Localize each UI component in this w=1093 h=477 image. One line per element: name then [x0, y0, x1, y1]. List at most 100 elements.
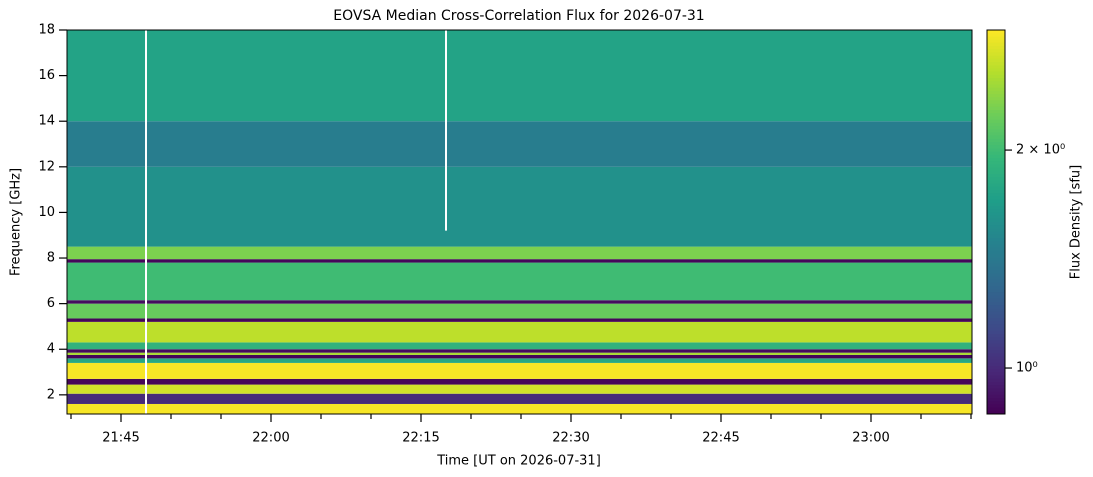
colorbar-swatch [987, 36, 1005, 41]
colorbar-swatch [987, 314, 1005, 319]
colorbar-swatch [987, 46, 1005, 50]
colorbar-swatch [987, 78, 1005, 82]
colorbar-swatch [987, 343, 1005, 348]
spectrum-band [67, 262, 972, 301]
colorbar-swatch [987, 289, 1005, 293]
spectrum-band [67, 303, 972, 319]
spectrum-band [67, 352, 972, 355]
spectrum-band [67, 166, 972, 247]
colorbar-swatch [987, 350, 1005, 354]
colorbar-swatch [987, 180, 1005, 185]
colorbar-swatch [987, 199, 1005, 204]
colorbar-swatch [987, 356, 1005, 361]
y-tick-label: 4 [47, 342, 55, 357]
colorbar-swatch [987, 90, 1005, 95]
colorbar-swatch [987, 119, 1005, 124]
colorbar-swatch [987, 266, 1005, 271]
colorbar-swatch [987, 394, 1005, 399]
colorbar-swatch [987, 174, 1005, 178]
x-tick-label: 21:45 [102, 431, 139, 446]
colorbar-swatch [987, 327, 1005, 332]
colorbar-swatch [987, 55, 1005, 60]
colorbar-swatch [987, 190, 1005, 194]
colorbar-swatch [987, 132, 1005, 137]
colorbar-swatch [987, 186, 1005, 191]
y-tick-label: 6 [47, 296, 55, 311]
spectrum-band [67, 362, 972, 379]
x-tick-label: 22:15 [402, 431, 439, 446]
y-tick-label: 8 [47, 251, 55, 266]
colorbar-swatch [987, 247, 1005, 252]
colorbar-swatch [987, 103, 1005, 108]
colorbar-tick-label: 10⁰ [1016, 361, 1038, 376]
spectrum-band [67, 354, 972, 359]
colorbar-swatch [987, 148, 1005, 153]
spectrum-band [67, 300, 972, 304]
colorbar-swatch [987, 52, 1005, 57]
colorbar-swatch [987, 398, 1005, 402]
colorbar-swatch [987, 382, 1005, 386]
colorbar-swatch [987, 238, 1005, 242]
colorbar-swatch [987, 231, 1005, 236]
colorbar-swatch [987, 362, 1005, 367]
chart-title: EOVSA Median Cross-Correlation Flux for … [333, 8, 704, 24]
colorbar-swatch [987, 241, 1005, 245]
colorbar-swatch [987, 138, 1005, 143]
colorbar-swatch [987, 151, 1005, 156]
colorbar-swatch [987, 276, 1005, 281]
colorbar-swatch [987, 273, 1005, 277]
colorbar-swatch [987, 292, 1005, 297]
x-tick-label: 22:00 [252, 431, 289, 446]
colorbar-swatch [987, 39, 1005, 44]
colorbar-swatch [987, 295, 1005, 300]
y-tick-label: 12 [38, 159, 55, 174]
colorbar-swatch [987, 340, 1005, 345]
colorbar-swatch [987, 372, 1005, 377]
colorbar-swatch [987, 113, 1005, 117]
colorbar-swatch [987, 161, 1005, 165]
colorbar-swatch [987, 218, 1005, 223]
colorbar-swatch [987, 81, 1005, 85]
colorbar-swatch [987, 212, 1005, 217]
colorbar-swatch [987, 116, 1005, 121]
colorbar-swatch [987, 250, 1005, 255]
colorbar-swatch [987, 346, 1005, 351]
colorbar-swatch [987, 324, 1005, 329]
colorbar-swatch [987, 122, 1005, 127]
colorbar-swatch [987, 254, 1005, 258]
spectrum-band [67, 358, 972, 363]
colorbar-swatch [987, 74, 1005, 79]
colorbar-swatch [987, 97, 1005, 101]
colorbar-swatch [987, 62, 1005, 66]
colorbar-swatch [987, 110, 1005, 114]
colorbar-swatch [987, 167, 1005, 172]
colorbar-swatch [987, 106, 1005, 111]
colorbar-swatch [987, 30, 1005, 34]
colorbar-swatch [987, 375, 1005, 380]
colorbar-swatch [987, 193, 1005, 197]
y-tick-label: 18 [38, 23, 55, 38]
colorbar-swatch [987, 135, 1005, 140]
colorbar-swatch [987, 183, 1005, 188]
y-tick-label: 10 [38, 205, 55, 220]
colorbar-swatch [987, 129, 1005, 133]
colorbar-swatch [987, 302, 1005, 306]
colorbar-swatch [987, 308, 1005, 313]
colorbar-swatch [987, 145, 1005, 149]
spectrum-band [67, 30, 972, 122]
colorbar-swatch [987, 279, 1005, 284]
colorbar-swatch [987, 353, 1005, 357]
colorbar-swatch [987, 209, 1005, 213]
colorbar-swatch [987, 215, 1005, 220]
colorbar-swatch [987, 401, 1005, 405]
colorbar-swatch [987, 385, 1005, 389]
y-tick-label: 2 [47, 387, 55, 402]
spectrum-band [67, 393, 972, 404]
x-tick-label: 22:45 [702, 431, 739, 446]
colorbar-swatch [987, 142, 1005, 146]
colorbar-tick-label: 2 × 10⁰ [1016, 143, 1065, 158]
colorbar-swatch [987, 49, 1005, 53]
colorbar-swatch [987, 298, 1005, 303]
colorbar-swatch [987, 270, 1005, 274]
